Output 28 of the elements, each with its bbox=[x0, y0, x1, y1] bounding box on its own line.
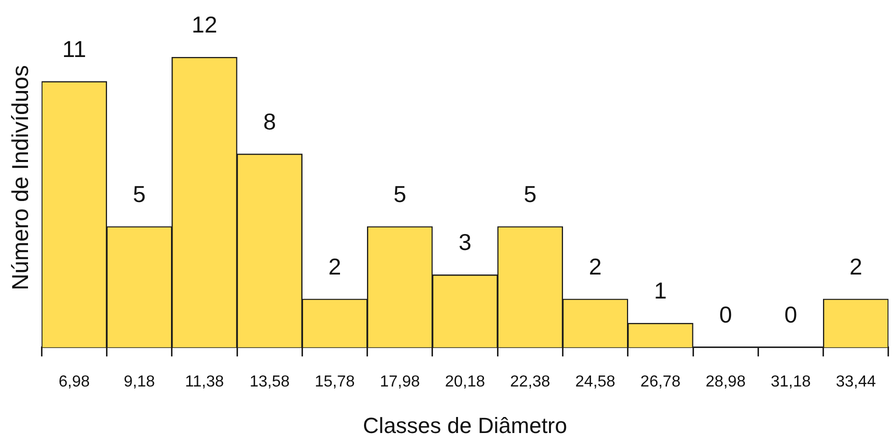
x-tick-label: 20,18 bbox=[444, 373, 486, 390]
y-axis-title: Número de Indivíduos bbox=[7, 65, 34, 290]
x-tick-label: 31,18 bbox=[770, 373, 811, 390]
x-tick-label: 17,98 bbox=[380, 373, 420, 390]
data-label: 8 bbox=[263, 108, 276, 134]
x-tick-label: 24,58 bbox=[575, 373, 616, 390]
x-tick-label: 11,38 bbox=[185, 373, 224, 390]
data-label: 0 bbox=[784, 302, 798, 328]
x-tick-label: 33,44 bbox=[836, 373, 876, 390]
data-label: 5 bbox=[524, 180, 537, 207]
data-label: 5 bbox=[393, 180, 406, 207]
data-label: 3 bbox=[458, 229, 472, 256]
data-label: 5 bbox=[132, 180, 146, 207]
data-label: 0 bbox=[719, 302, 732, 328]
data-label: 1 bbox=[654, 278, 667, 304]
x-tick-label: 26,78 bbox=[640, 373, 681, 390]
x-axis-title: Classes de Diâmetro bbox=[362, 412, 568, 438]
x-tick-label: 6,98 bbox=[58, 373, 90, 390]
data-label: 11 bbox=[62, 36, 86, 62]
x-tick-label: 13,58 bbox=[250, 373, 290, 390]
x-tick-label: 9,18 bbox=[124, 373, 155, 390]
x-tick-label: 28,98 bbox=[706, 373, 746, 390]
data-label: 2 bbox=[849, 253, 862, 280]
data-label: 2 bbox=[588, 253, 602, 280]
data-label: 12 bbox=[192, 12, 218, 38]
x-tick-label: 15,78 bbox=[314, 373, 355, 390]
data-label: 2 bbox=[328, 253, 342, 280]
x-tick-label: 22,38 bbox=[510, 373, 550, 390]
